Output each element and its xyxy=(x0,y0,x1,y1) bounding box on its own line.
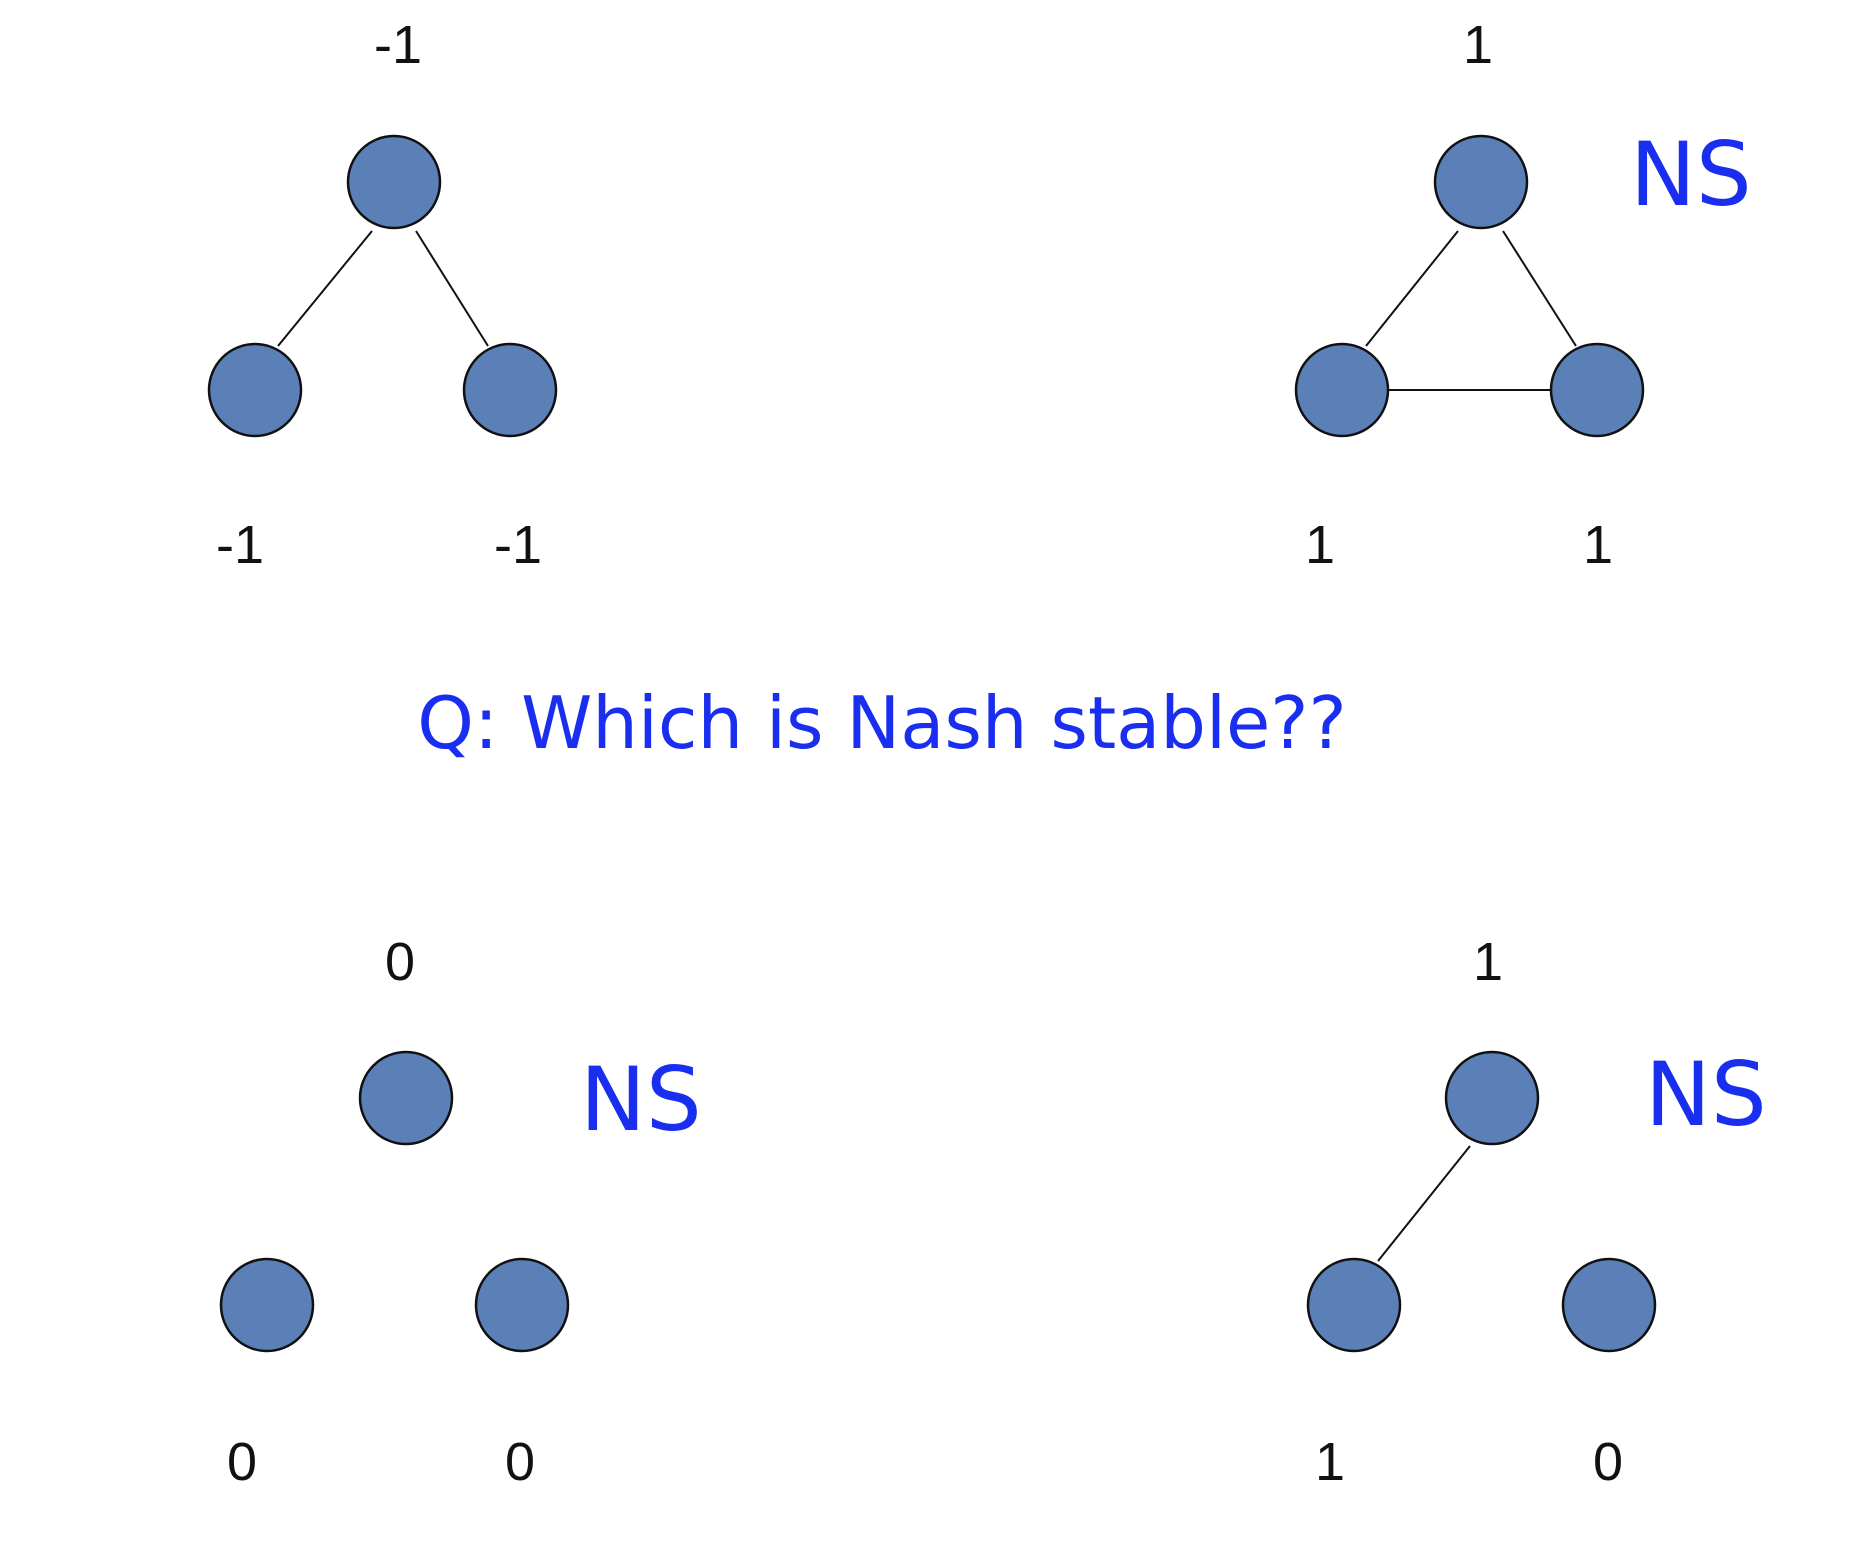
graph-1-payoff-top: -1 xyxy=(374,15,422,75)
graph-2-node-left xyxy=(1294,342,1390,438)
graph-4-payoff-top: 1 xyxy=(1473,932,1503,992)
graph-1: -1 -1 -1 xyxy=(207,15,558,575)
graph-4-edge-top-left xyxy=(1377,1145,1471,1262)
graph-2-edge-top-right xyxy=(1502,230,1577,347)
graph-3-node-left xyxy=(219,1257,315,1353)
graph-3-node-right xyxy=(474,1257,570,1353)
graph-2-ns-label: NS xyxy=(1630,123,1752,226)
graph-2-payoff-top: 1 xyxy=(1463,15,1493,75)
graph-2-payoff-right: 1 xyxy=(1583,515,1613,575)
graph-2-payoff-left: 1 xyxy=(1305,515,1335,575)
graph-2-node-top xyxy=(1433,134,1529,230)
question-text: Q: Which is Nash stable?? xyxy=(417,681,1346,765)
graph-4-node-top xyxy=(1444,1050,1540,1146)
graph-3: 0 0 0 NS xyxy=(219,932,702,1492)
graph-1-edge-top-left xyxy=(277,230,373,347)
graph-4-ns-label: NS xyxy=(1645,1043,1767,1146)
graph-2: 1 1 1 NS xyxy=(1294,15,1752,575)
graph-4-payoff-right: 0 xyxy=(1593,1432,1623,1492)
graph-3-payoff-top: 0 xyxy=(385,932,415,992)
graph-1-node-right xyxy=(462,342,558,438)
graph-4-payoff-left: 1 xyxy=(1315,1432,1345,1492)
graph-4: 1 1 0 NS xyxy=(1306,932,1767,1492)
graph-3-payoff-left: 0 xyxy=(227,1432,257,1492)
graph-2-edge-top-left xyxy=(1365,230,1459,347)
graph-1-payoff-right: -1 xyxy=(494,515,542,575)
graph-1-node-left xyxy=(207,342,303,438)
graph-3-ns-label: NS xyxy=(580,1048,702,1151)
graph-3-node-top xyxy=(358,1050,454,1146)
graph-4-node-left xyxy=(1306,1257,1402,1353)
graph-3-payoff-right: 0 xyxy=(505,1432,535,1492)
graph-1-edge-top-right xyxy=(415,230,489,347)
graph-1-node-top xyxy=(346,134,442,230)
graph-2-node-right xyxy=(1549,342,1645,438)
graph-4-node-right xyxy=(1561,1257,1657,1353)
graph-1-payoff-left: -1 xyxy=(216,515,264,575)
